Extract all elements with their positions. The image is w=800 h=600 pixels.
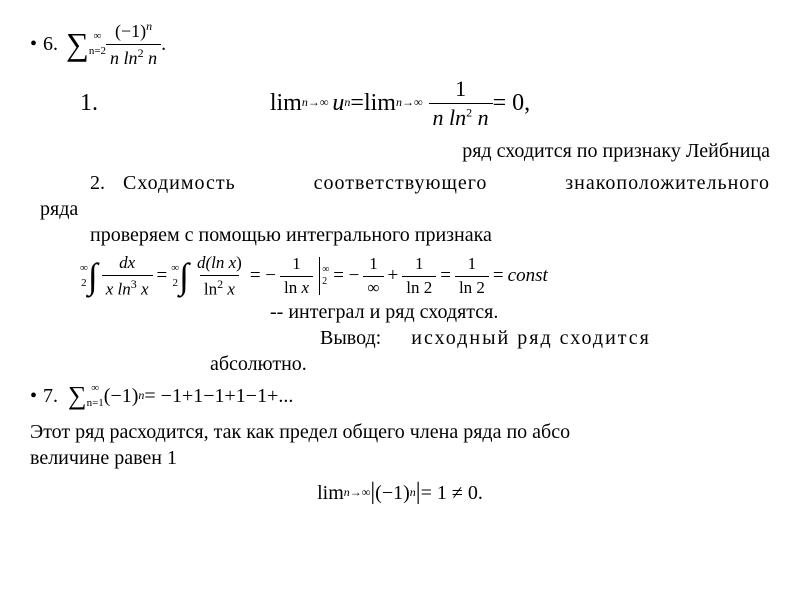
step2-line1: 2. Сходимость соответствующего знакополо…	[90, 170, 770, 196]
bullet: •	[30, 31, 37, 57]
item6-header: • 6. ∑ ∞ n=2 (−1)n n ln2 n .	[30, 20, 770, 69]
item7-text1: Этот ряд расходится, так как предел обще…	[30, 419, 770, 445]
item7-header: • 7. ∑ ∞ n=1 (−1)n = −1+1−1+1−1+...	[30, 383, 770, 409]
conclusion-line2: абсолютно.	[210, 351, 770, 377]
item7-text2: величине равен 1	[30, 445, 770, 471]
item6-num: 6.	[43, 31, 58, 57]
integral-conclusion: -- интеграл и ряд сходятся.	[270, 299, 770, 325]
sigma: ∑ ∞ n=2	[66, 28, 106, 60]
series-frac: (−1)n n ln2 n	[106, 20, 161, 69]
leibniz-line: ряд сходится по признаку Лейбница	[330, 138, 770, 164]
step2-line3: проверяем с помощью интегрального призна…	[90, 222, 770, 248]
step2-line2: ряда	[40, 196, 770, 222]
step1-limit: 1. limn→∞ un = limn→∞ 1 n ln2 n = 0,	[30, 77, 770, 130]
item7-limit: limn→∞ | (−1)n | = 1 ≠ 0.	[30, 477, 770, 508]
conclusion-line1: Вывод: исходный ряд сходится	[320, 325, 780, 351]
integral-row: ∞2 ∫ dx x ln3 x = ∞2 ∫ d(ln x) ln2 x = −…	[80, 254, 770, 299]
